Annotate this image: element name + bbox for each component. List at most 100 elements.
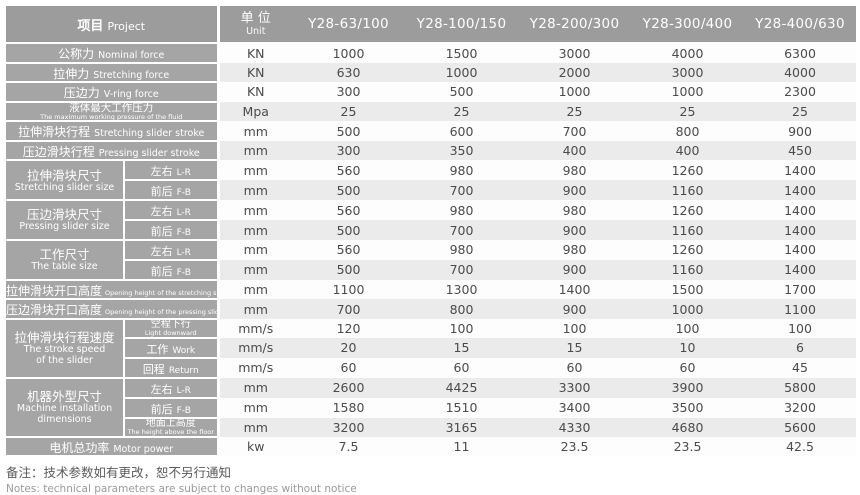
row-label-zh: 公称力	[58, 47, 95, 61]
unit-cell: mm/s	[218, 338, 292, 358]
row-sub-label-zh: 前后	[150, 185, 173, 199]
value-cell: 100	[744, 319, 856, 339]
value-cell: 800	[631, 121, 744, 141]
unit-cell: mm	[218, 417, 292, 437]
value-cell: 11	[405, 436, 518, 457]
header-model: Y28-400/630	[744, 6, 856, 44]
value-cell: 60	[405, 357, 518, 378]
row-sub-label: 工作 Work	[124, 338, 220, 359]
value-cell: 1000	[518, 82, 631, 102]
row-sub-label-zh: 左右	[150, 382, 173, 396]
value-cell: 25	[744, 101, 856, 122]
row-group-label-en: of the slider	[36, 354, 93, 366]
row-sub-label-en: F-B	[176, 405, 191, 416]
value-cell: 400	[631, 140, 744, 161]
value-cell: 1400	[744, 220, 856, 241]
row-label: 拉伸滑块行程 Stretching slider stroke	[6, 121, 220, 142]
value-cell: 6	[744, 338, 856, 358]
row-label: 液体最大工作压力 The maximum working pressure of …	[6, 101, 220, 123]
value-cell: 1100	[744, 299, 856, 320]
row-sub-label-en: Return	[168, 365, 199, 376]
value-cell: 23.5	[518, 436, 631, 457]
value-cell: 900	[518, 259, 631, 280]
value-cell: 60	[292, 357, 405, 378]
value-cell: 700	[405, 259, 518, 280]
row-sub-label-zh: 左右	[150, 245, 173, 259]
row-label-en: Stretching slider stroke	[94, 128, 205, 140]
value-cell: 4680	[631, 417, 744, 437]
row-sub-label: 地面上高度 The height above the floor	[124, 417, 220, 438]
value-cell: 1000	[405, 62, 518, 83]
row-group-label: 压边滑块尺寸 Pressing slider size	[6, 200, 125, 242]
table-row: 公称力 Nominal force KN 1000 1500 3000 4000 6300	[6, 43, 856, 64]
row-label: 拉伸滑块开口高度 Opening height of the stretching…	[6, 279, 220, 301]
row-sub-label: 前后 F-B	[124, 397, 220, 419]
value-cell: 500	[405, 82, 518, 102]
row-label-en: Opening height of the pressing slider	[105, 308, 218, 317]
value-cell: 900	[518, 220, 631, 241]
value-cell: 500	[292, 180, 405, 201]
value-cell: 1300	[405, 279, 518, 300]
value-cell: 3200	[292, 417, 405, 437]
value-cell: 1000	[631, 82, 744, 102]
row-label: 电机总功率 Motor power	[6, 436, 220, 458]
row-sub-label: 前后 F-B	[124, 220, 220, 242]
value-cell: 1510	[405, 397, 518, 418]
unit-cell: KN	[218, 82, 292, 102]
value-cell: 350	[405, 140, 518, 161]
value-cell: 5800	[744, 377, 856, 398]
row-sub-label-en: L-R	[176, 168, 191, 179]
unit-cell: mm	[218, 240, 292, 260]
row-group-label-zh: 拉伸滑块尺寸	[26, 167, 102, 183]
header-project: 项目 Project	[6, 6, 220, 44]
value-cell: 1100	[292, 279, 405, 300]
value-cell: 2300	[744, 82, 856, 102]
value-cell: 980	[518, 160, 631, 181]
row-sub-label-en: F-B	[176, 267, 191, 278]
unit-cell: mm	[218, 259, 292, 280]
table-row: 压边力 V-ring force KN 300 500 1000 1000 2300	[6, 82, 856, 103]
table-row: 工作尺寸 The table size 左右 L-R mm 560 980 980 1260 14…	[6, 240, 856, 281]
row-group-label-zh: 拉伸滑块行程速度	[14, 330, 115, 346]
value-cell: 900	[518, 180, 631, 201]
value-cell: 3200	[744, 397, 856, 418]
header-unit-zh: 单 位	[240, 11, 271, 27]
value-cell: 630	[292, 62, 405, 83]
table-row: 压边滑块开口高度 Opening height of the pressing s…	[6, 299, 856, 320]
value-cell: 1500	[405, 43, 518, 63]
value-cell: 3500	[631, 397, 744, 418]
value-cell: 500	[292, 259, 405, 280]
value-cell: 60	[518, 357, 631, 378]
value-cell: 980	[405, 160, 518, 181]
value-cell: 980	[518, 240, 631, 260]
header-model: Y28-200/300	[518, 6, 631, 44]
value-cell: 4000	[631, 43, 744, 63]
value-cell: 980	[518, 200, 631, 221]
value-cell: 1580	[292, 397, 405, 418]
value-cell: 2600	[292, 377, 405, 398]
row-sub-label-zh: 左右	[150, 165, 173, 179]
table-row: 拉伸滑块开口高度 Opening height of the stretching…	[6, 279, 856, 301]
unit-cell: mm	[218, 200, 292, 221]
row-group-label-en: dimensions	[37, 413, 92, 425]
unit-cell: mm	[218, 140, 292, 161]
row-group-label: 工作尺寸 The table size	[6, 240, 125, 281]
unit-cell: mm	[218, 279, 292, 300]
value-cell: 700	[405, 220, 518, 241]
unit-cell: mm	[218, 299, 292, 320]
row-label: 公称力 Nominal force	[6, 43, 220, 64]
value-cell: 1400	[744, 180, 856, 201]
unit-cell: KN	[218, 62, 292, 83]
value-cell: 1260	[631, 160, 744, 181]
header-model: Y28-63/100	[292, 6, 405, 44]
value-cell: 45	[744, 357, 856, 378]
note-zh: 备注：技术参数如有更改，恕不另行通知	[6, 465, 232, 481]
row-sub-label-en: F-B	[176, 228, 191, 239]
value-cell: 1160	[631, 180, 744, 201]
row-group-label-zh: 压边滑块尺寸	[26, 207, 102, 223]
value-cell: 15	[405, 338, 518, 358]
note-en: Notes: technical parameters are subject …	[6, 483, 357, 495]
row-label: 拉伸力 Stretching force	[6, 62, 220, 84]
value-cell: 980	[405, 240, 518, 260]
value-cell: 500	[292, 121, 405, 141]
